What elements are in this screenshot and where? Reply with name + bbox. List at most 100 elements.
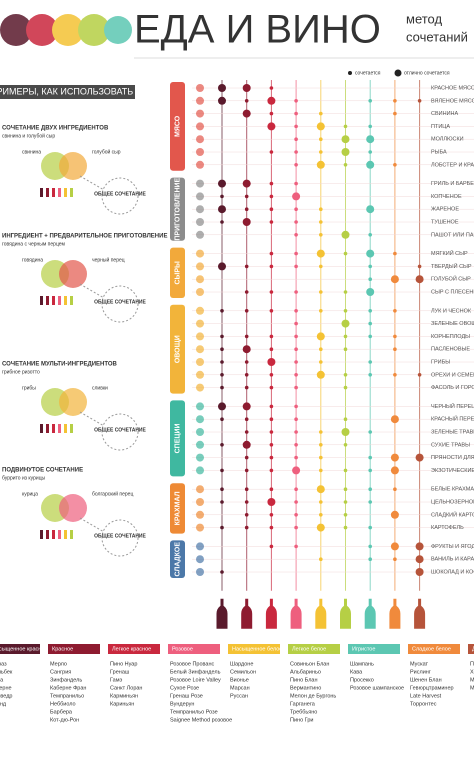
food-label: ГОЛУБОЙ СЫР <box>431 275 471 283</box>
pairing-dot <box>343 468 348 473</box>
pairing-dot <box>244 290 249 294</box>
food-label: ЖАРЕНОЕ <box>431 207 459 213</box>
pairing-dot <box>368 500 373 504</box>
grape: Мурведр <box>0 693 12 699</box>
food-label: ВЯЛЕНОЕ МЯСО <box>431 98 474 104</box>
pairing-dot <box>269 513 274 517</box>
grape: Рислинг <box>410 669 431 675</box>
venn-label: говядина <box>22 257 43 263</box>
food-label: ЭКЗОТИЧЕСКИЕ ПРЯНОСТИ <box>431 468 474 474</box>
group-bar <box>170 483 185 534</box>
title: ЕДА И ВИНО <box>134 8 381 52</box>
food-icon <box>196 358 204 366</box>
pairing-dot <box>244 194 249 199</box>
pairing-dot <box>319 513 323 517</box>
food-label: КАРТОФЕЛЬ <box>431 525 464 531</box>
pairing-dot <box>294 443 298 447</box>
connector <box>79 517 105 533</box>
food-label: СЫР С ПЛЕСЕНЬЮ <box>431 289 474 295</box>
pairing-dot <box>341 148 350 156</box>
logo-circles <box>0 14 132 46</box>
pairing-dot <box>218 205 226 214</box>
pairing-dot <box>294 500 298 504</box>
connector <box>79 175 105 191</box>
pairing-dot <box>343 334 348 339</box>
wine-header-bar <box>288 644 340 654</box>
pairing-dot <box>417 264 422 269</box>
pairing-dot <box>244 500 249 504</box>
pairing-dot <box>343 487 348 492</box>
venn-circle <box>59 260 87 288</box>
legend-dot <box>394 69 402 77</box>
pairing-dot <box>294 163 298 167</box>
pairing-dot <box>269 264 274 269</box>
grape: Марсан <box>230 685 250 691</box>
result-circle <box>101 177 139 215</box>
wine-header: Красное <box>52 646 73 652</box>
group-label: СПЕЦИИ <box>174 423 181 453</box>
mini-bottle <box>64 188 67 197</box>
bottle <box>414 598 426 629</box>
food-icon <box>196 192 204 201</box>
pairing-dot <box>244 373 249 377</box>
pairing-dot <box>294 360 298 364</box>
bottle <box>340 598 351 629</box>
pairing-dot <box>319 207 323 211</box>
wine-header: Розовое <box>172 646 193 652</box>
food-label: ЗЕЛЕНЫЕ ТРАВЫ <box>431 429 474 435</box>
pairing-dot <box>343 251 348 256</box>
pairing-dot <box>366 205 375 214</box>
grape: Мальбек <box>0 669 13 675</box>
pairing-dot <box>244 264 249 269</box>
pairing-dot <box>244 385 249 390</box>
venn-circle <box>59 152 87 180</box>
pairing-dot <box>220 194 224 199</box>
pairing-dot <box>316 485 325 494</box>
mini-bottle <box>64 530 67 539</box>
example-title: ПОДВИНУТОЕ СОЧЕТАНИЕ <box>2 468 83 474</box>
pairing-dot <box>220 309 224 313</box>
food-label: ФРУКТЫ И ЯГОДЫ <box>431 544 474 550</box>
pairing-dot <box>294 385 298 390</box>
pairing-dot <box>316 332 325 341</box>
wine-header: Насыщенное белое <box>232 646 282 652</box>
pairing-dot <box>319 347 323 352</box>
food-icon <box>196 109 204 118</box>
pairing-dot <box>244 417 249 422</box>
pairing-dot <box>294 373 298 377</box>
venn-label: голубой сыр <box>92 148 121 155</box>
pairing-dot <box>294 321 298 326</box>
venn-label: курица <box>22 491 38 497</box>
pairing-dot <box>242 109 251 118</box>
pairing-dot <box>269 207 274 211</box>
pairing-dot <box>269 334 274 339</box>
pairing-dot <box>294 290 298 294</box>
grape: Пино Блан <box>290 677 318 683</box>
pairing-dot <box>242 345 251 354</box>
food-icon <box>196 428 204 436</box>
grape: Гевюрцтраминер <box>410 685 454 691</box>
pairing-dot <box>343 309 348 313</box>
bottle <box>315 598 327 629</box>
grape: Каберне <box>0 685 12 691</box>
pairing-dot <box>294 251 298 256</box>
mini-bottle <box>40 296 43 305</box>
grape: Шампань <box>350 661 374 667</box>
food-label: ЛОБСТЕР И КРАБ <box>431 162 474 168</box>
pairing-dot <box>220 385 224 390</box>
pairing-dot <box>269 468 274 473</box>
food-label: КОРНЕПЛОДЫ <box>431 334 470 340</box>
pairing-dot <box>294 404 298 409</box>
pairing-dot <box>319 290 323 294</box>
pairing-dot <box>343 513 348 517</box>
grape: Марсала <box>470 685 474 691</box>
pairing-dot <box>390 275 399 284</box>
pairing-dot <box>220 347 224 352</box>
pairing-dot <box>244 360 249 364</box>
pairing-dot <box>393 347 397 352</box>
pairing-dot <box>269 181 274 186</box>
food-label: КРАСНОЕ МЯСО <box>431 85 474 91</box>
wine-header-bar <box>468 644 474 654</box>
result-circle <box>101 285 139 323</box>
grape: Гренаш <box>110 669 130 675</box>
